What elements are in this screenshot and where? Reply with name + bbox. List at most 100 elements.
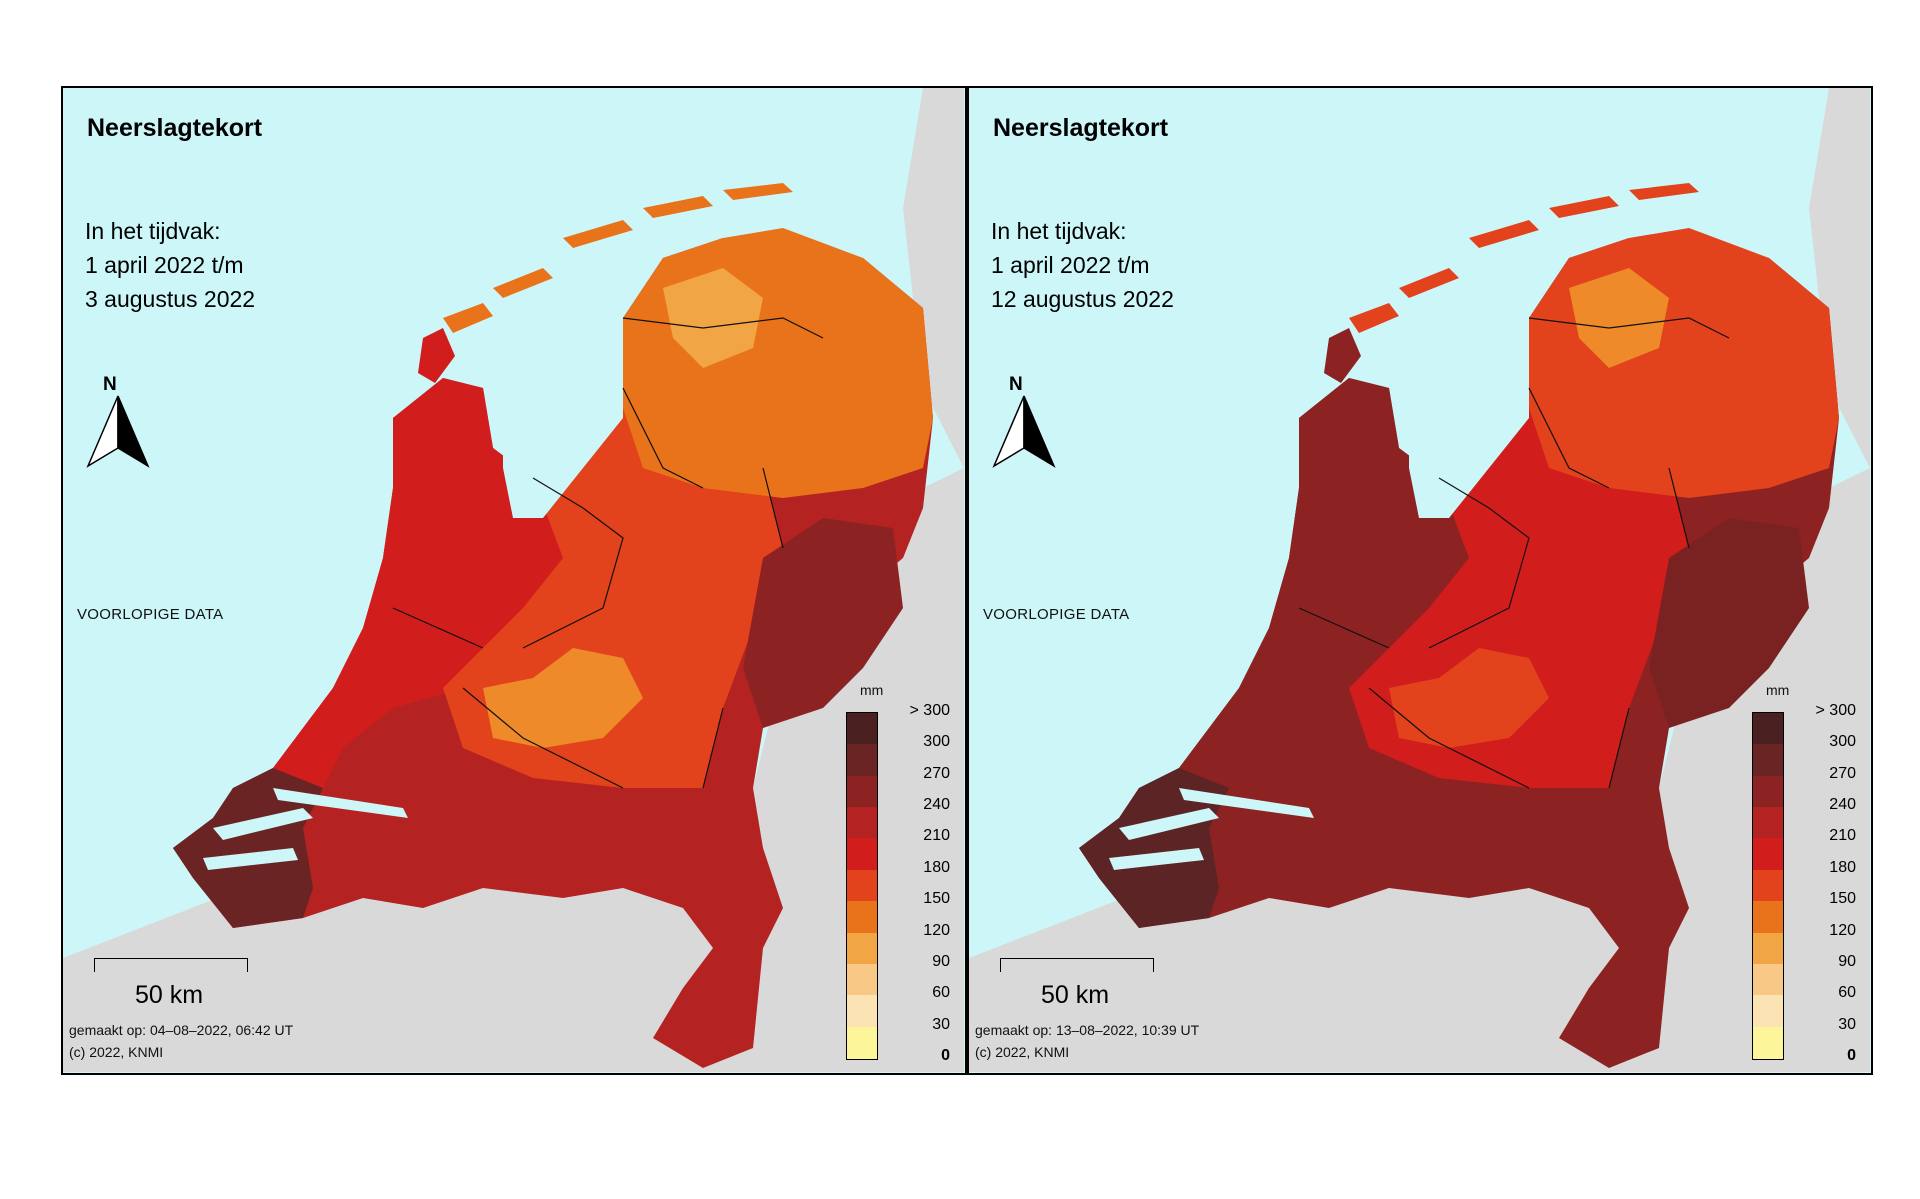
legend-swatch [1753, 1026, 1783, 1059]
legend-label: 150 [1829, 890, 1856, 908]
period-line: In het tijdvak: [85, 218, 221, 244]
period-line: In het tijdvak: [991, 218, 1127, 244]
period-line: 3 augustus 2022 [85, 286, 256, 312]
legend-label: > 300 [909, 702, 950, 719]
north-arrow-icon [992, 395, 1056, 468]
legend-swatch [847, 744, 877, 777]
zone-southwest [173, 768, 323, 928]
zone-north [1529, 228, 1839, 498]
zone-utrecht [483, 648, 643, 748]
legend-swatch [1753, 775, 1783, 809]
wadden-islands [1349, 183, 1699, 333]
legend-label: 210 [1829, 827, 1856, 845]
legend-label: 90 [1838, 952, 1856, 970]
legend-swatch [847, 901, 877, 934]
legend-label: 30 [1838, 1015, 1856, 1033]
texel [1324, 328, 1361, 383]
legend-swatch [847, 838, 877, 871]
legend-swatch [847, 963, 877, 997]
legend-swatch [847, 995, 877, 1028]
legend-label: 240 [923, 796, 950, 814]
legend-label: 60 [932, 984, 950, 1002]
legend-label: 300 [923, 733, 950, 751]
wadden-islands [443, 183, 793, 333]
legend-labels: > 300 300 270 240 210 180 150 120 90 60 30 0 [1794, 702, 1864, 1073]
legend-swatch [1753, 838, 1783, 871]
legend-swatch [847, 932, 877, 965]
province-borders [392, 317, 824, 789]
legend-swatch [847, 775, 877, 809]
legend-label: 150 [923, 890, 950, 908]
scale-bar [94, 958, 248, 972]
north-label: N [1009, 374, 1023, 395]
legend-label: > 300 [1815, 702, 1856, 719]
legend-swatch [1753, 901, 1783, 934]
legend-unit: mm [1766, 682, 1790, 698]
zeeland-waters [1109, 788, 1314, 870]
scale-label: 50 km [135, 981, 204, 1009]
precipitation-deficit-map [63, 88, 964, 1072]
legend-swatch [1753, 995, 1783, 1028]
period-line: 1 april 2022 t/m [85, 252, 244, 278]
legend-swatch [1753, 744, 1783, 777]
north-arrow-icon [86, 395, 150, 468]
precipitation-deficit-map [969, 88, 1870, 1072]
legend-label: 210 [923, 827, 950, 845]
legend-label: 60 [1838, 984, 1856, 1002]
period-text: In het tijdvak: 1 april 2022 t/m 3 augus… [85, 214, 255, 316]
legend-swatch [847, 1026, 877, 1059]
legend-label: 300 [1829, 733, 1856, 751]
preliminary-data-label: VOORLOPIGE DATA [77, 606, 224, 623]
legend-swatch [1753, 932, 1783, 965]
legend-unit: mm [860, 682, 884, 698]
period-line: 1 april 2022 t/m [991, 252, 1150, 278]
copyright-text: (c) 2022, KNMI [69, 1044, 164, 1060]
legend-label: 180 [1829, 858, 1856, 876]
zone-north-light [1569, 268, 1669, 368]
zone-east [1649, 518, 1809, 728]
legend-label: 90 [932, 952, 950, 970]
scale-bar [1000, 958, 1154, 972]
preliminary-data-label: VOORLOPIGE DATA [983, 606, 1130, 623]
color-legend [1752, 712, 1784, 1060]
province-borders [1298, 317, 1730, 789]
germany-land [903, 88, 964, 468]
scale-label: 50 km [1041, 981, 1110, 1009]
zone-north-light [663, 268, 763, 368]
legend-swatch [847, 713, 877, 746]
zeeland-waters [203, 788, 408, 870]
north-label: N [103, 374, 117, 395]
made-on-text: gemaakt op: 13–08–2022, 10:39 UT [975, 1022, 1200, 1038]
zone-utrecht [1389, 648, 1549, 748]
color-legend [846, 712, 878, 1060]
legend-label: 270 [923, 764, 950, 782]
texel [418, 328, 455, 383]
made-on-text: gemaakt op: 04–08–2022, 06:42 UT [69, 1022, 294, 1038]
legend-swatch [847, 807, 877, 840]
zone-southwest [1079, 768, 1229, 928]
copyright-text: (c) 2022, KNMI [975, 1044, 1070, 1060]
ijsselmeer [1409, 368, 1529, 518]
legend-label: 30 [932, 1015, 950, 1033]
map-title: Neerslagtekort [993, 114, 1169, 142]
legend-label: 120 [1829, 921, 1856, 939]
zone-north [623, 228, 933, 498]
legend-label: 120 [923, 921, 950, 939]
legend-swatch [847, 869, 877, 903]
zone-east [743, 518, 903, 728]
map-panel-left: Neerslagtekort In het tijdvak: 1 april 2… [61, 86, 967, 1075]
legend-swatch [1753, 713, 1783, 746]
legend-label: 0 [941, 1047, 950, 1064]
legend-labels: > 300 300 270 240 210 180 150 120 90 60 30 0 [888, 702, 958, 1073]
legend-swatch [1753, 963, 1783, 997]
germany-land [1809, 88, 1870, 468]
ijsselmeer [503, 368, 623, 518]
period-line: 12 augustus 2022 [991, 286, 1174, 312]
legend-swatch [1753, 869, 1783, 903]
legend-label: 180 [923, 858, 950, 876]
period-text: In het tijdvak: 1 april 2022 t/m 12 augu… [991, 214, 1174, 316]
map-title: Neerslagtekort [87, 114, 263, 142]
legend-label: 270 [1829, 764, 1856, 782]
map-panel-right: Neerslagtekort In het tijdvak: 1 april 2… [967, 86, 1873, 1075]
legend-swatch [1753, 807, 1783, 840]
